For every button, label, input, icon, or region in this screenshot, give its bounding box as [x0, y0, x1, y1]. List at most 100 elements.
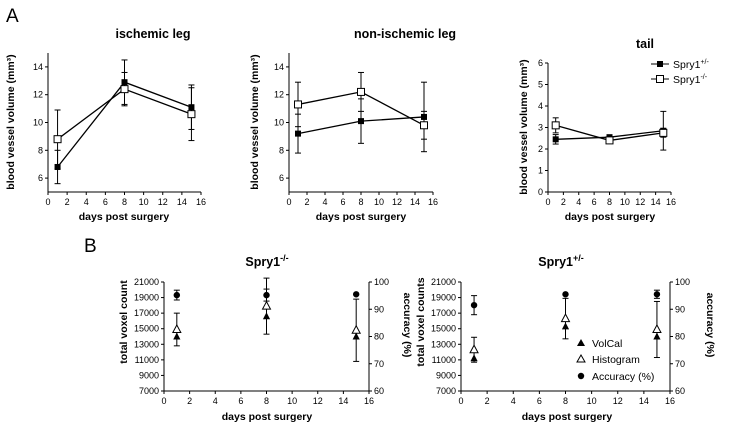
chart-title: Spry1-/- [245, 253, 288, 269]
legend-label-histogram: Histogram [592, 354, 640, 366]
x-tick-label: 14 [177, 197, 187, 207]
chart-title: non-ischemic leg [354, 27, 456, 41]
y2-tick-label: 60 [675, 386, 685, 396]
y-tick-label: 8 [279, 145, 284, 155]
legend: Spry1+/- Spry1-/- [651, 59, 709, 86]
x-axis-label: days post surgery [222, 411, 313, 423]
x-tick-label: 2 [485, 396, 490, 406]
x-tick-label: 6 [340, 197, 345, 207]
x-tick-label: 12 [613, 396, 623, 406]
y-tick-label: 7000 [139, 386, 159, 396]
x-tick-label: 4 [322, 197, 327, 207]
x-tick-label: 16 [428, 197, 438, 207]
y-tick-label: 6 [38, 173, 43, 183]
y-tick-label: 2 [538, 144, 543, 154]
data-point [173, 291, 181, 299]
y-tick-label: 0 [538, 187, 543, 197]
y2-tick-label: 70 [374, 359, 384, 369]
y-tick-label: 9000 [139, 370, 159, 380]
y-tick-label: 15000 [134, 324, 159, 334]
x-tick-label: 2 [187, 396, 192, 406]
panel-label-b: B [84, 236, 97, 257]
y-tick-label: 17000 [134, 308, 159, 318]
x-tick-label: 10 [620, 197, 630, 207]
y2-tick-label: 80 [374, 332, 384, 342]
y-tick-label: 13000 [431, 339, 456, 349]
x-tick-label: 6 [592, 197, 597, 207]
x-tick-label: 10 [287, 396, 297, 406]
y-tick-label: 12 [274, 90, 284, 100]
legend-marker-filled-triangle [577, 339, 585, 346]
chart-title: Spry1+/- [538, 253, 584, 269]
chart-title: tail [636, 37, 654, 51]
panel-label-a: A [6, 6, 19, 27]
x-tick-label: 8 [358, 197, 363, 207]
x-tick-label: 6 [238, 396, 243, 406]
x-tick-label: 4 [84, 197, 89, 207]
data-point [469, 344, 479, 354]
x-tick-label: 14 [639, 396, 649, 406]
data-point [560, 313, 571, 323]
data-point [352, 291, 360, 298]
x-tick-label: 4 [511, 396, 516, 406]
data-point [605, 136, 614, 145]
x-tick-label: 2 [561, 197, 566, 207]
x-tick-label: 8 [607, 197, 612, 207]
y-tick-label: 11000 [135, 355, 159, 365]
y-tick-label: 15000 [431, 324, 456, 334]
x-tick-label: 16 [196, 197, 206, 207]
y2-tick-label: 80 [675, 332, 685, 342]
x-tick-label: 10 [374, 197, 384, 207]
y-axis-label: blood vessel volume (mm³) [249, 54, 261, 189]
y-tick-label: 5 [538, 80, 543, 90]
data-point [261, 300, 272, 310]
x-tick-label: 4 [576, 197, 581, 207]
x-tick-label: 0 [161, 396, 166, 406]
legend-label-spry1-het: Spry1+/- [673, 59, 709, 71]
x-tick-label: 10 [139, 197, 149, 207]
data-point [171, 323, 182, 333]
y-tick-label: 11000 [432, 355, 456, 365]
x-tick-label: 8 [264, 396, 269, 406]
x-tick-label: 6 [103, 197, 108, 207]
x-tick-label: 0 [286, 197, 291, 207]
data-point [187, 110, 196, 119]
x-tick-label: 14 [410, 197, 420, 207]
y-tick-label: 12 [33, 90, 43, 100]
x-tick-label: 8 [563, 396, 568, 406]
y-tick-label: 4 [538, 101, 543, 111]
x-tick-label: 10 [587, 396, 597, 406]
x-axis-label: days post surgery [316, 211, 407, 223]
y-tick-label: 8 [38, 145, 43, 155]
y-tick-label: 21000 [134, 277, 159, 287]
legend-marker-open-square [656, 75, 664, 83]
y-tick-label: 17000 [431, 308, 456, 318]
y-axis-label: blood vessel volume (mm³) [518, 59, 530, 194]
x-tick-label: 2 [304, 197, 309, 207]
y2-axis-label: accuracy (%) [704, 293, 716, 358]
data-point [420, 121, 428, 130]
y-tick-label: 10 [274, 118, 284, 128]
data-point [652, 323, 662, 333]
y-tick-label: 14 [274, 62, 284, 72]
y-axis-label: total voxel counts [415, 277, 427, 366]
y2-tick-label: 90 [374, 304, 384, 314]
y-tick-label: 13000 [134, 339, 159, 349]
x-tick-label: 8 [122, 197, 127, 207]
y2-tick-label: 60 [374, 386, 384, 396]
data-point [53, 135, 62, 144]
data-point [263, 291, 270, 299]
chart-title: ischemic leg [115, 27, 190, 41]
chart-spry1-ko-voxels: Spry1-/- days post surgery total voxel c… [118, 253, 413, 423]
x-tick-label: 2 [65, 197, 70, 207]
x-tick-label: 16 [665, 396, 675, 406]
legend-label-volcal: VolCal [592, 338, 622, 350]
data-point [294, 100, 302, 109]
data-point [470, 301, 478, 309]
y-tick-label: 14 [33, 62, 43, 72]
x-tick-label: 14 [338, 396, 348, 406]
y2-tick-label: 70 [675, 359, 685, 369]
y-tick-label: 6 [279, 173, 284, 183]
y-tick-label: 7000 [436, 386, 456, 396]
